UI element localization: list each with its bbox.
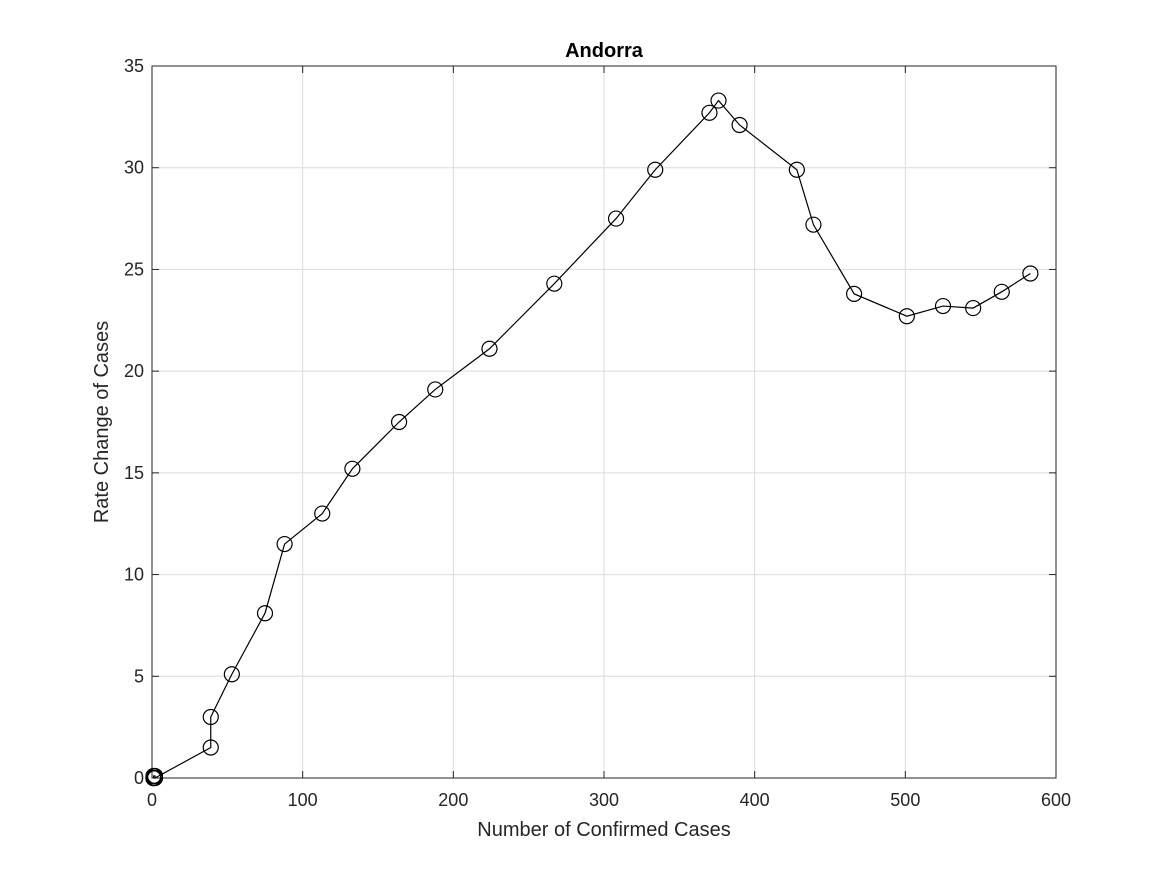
- y-tick-label: 25: [124, 259, 144, 279]
- data-point: [427, 381, 444, 398]
- data-point: [256, 605, 274, 622]
- data-point: [647, 161, 664, 178]
- x-tick-label: 600: [1041, 790, 1071, 810]
- data-point: [481, 340, 498, 357]
- data-point: [701, 104, 718, 121]
- x-tick-label: 0: [147, 790, 157, 810]
- data-point: [390, 413, 408, 431]
- y-tick-label: 10: [124, 565, 144, 585]
- data-point: [965, 299, 982, 317]
- y-axis-ticks: 0 5 10 15 20 25 30 35: [124, 56, 1056, 788]
- data-point: [546, 275, 563, 292]
- y-tick-label: 5: [134, 666, 144, 686]
- data-point: [710, 92, 727, 109]
- x-axis-ticks: 0 100 200 300 400 500 600: [147, 66, 1071, 810]
- x-tick-label: 100: [288, 790, 318, 810]
- data-point: [993, 283, 1010, 300]
- series-plot: [145, 92, 1039, 787]
- x-tick-label: 400: [740, 790, 770, 810]
- data-point: [202, 739, 219, 756]
- x-tick-label: 500: [890, 790, 920, 810]
- y-tick-label: 30: [124, 158, 144, 178]
- data-point: [788, 161, 805, 178]
- y-tick-label: 0: [134, 768, 144, 788]
- data-point: [314, 505, 331, 522]
- y-tick-label: 15: [124, 463, 144, 483]
- data-point: [607, 210, 625, 227]
- y-tick-label: 35: [124, 56, 144, 76]
- data-point: [344, 460, 361, 477]
- data-point: [731, 116, 748, 134]
- chart-title: Andorra: [565, 40, 644, 62]
- data-point: [805, 216, 822, 233]
- data-point: [846, 285, 863, 302]
- series-line: [152, 99, 1031, 780]
- data-point: [1022, 265, 1039, 282]
- x-axis-label: Number of Confirmed Cases: [477, 819, 730, 841]
- y-tick-label: 20: [124, 361, 144, 381]
- data-point: [146, 769, 164, 787]
- data-point: [202, 708, 219, 726]
- x-tick-label: 200: [438, 790, 468, 810]
- data-point: [898, 308, 915, 325]
- data-point: [276, 535, 293, 553]
- y-axis-label: Rate Change of Cases: [91, 321, 113, 523]
- x-tick-label: 300: [589, 790, 619, 810]
- data-point: [223, 666, 240, 683]
- grid: [152, 66, 1056, 778]
- data-point: [934, 297, 952, 315]
